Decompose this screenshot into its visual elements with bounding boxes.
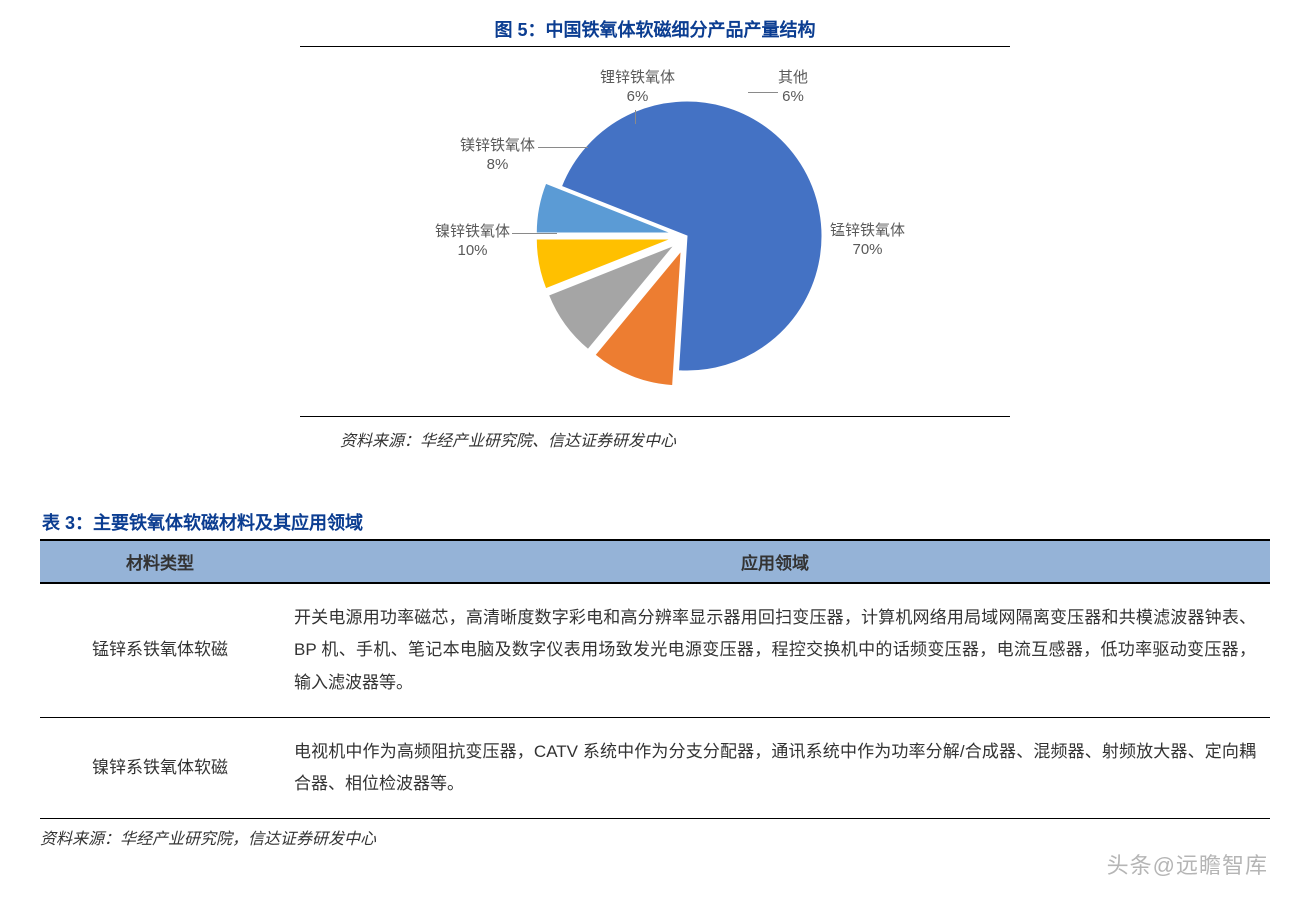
label-manganese-zinc: 锰锌铁氧体70% <box>830 222 905 260</box>
label-magnesium-zinc: 镁锌铁氧体8% <box>460 137 535 175</box>
figure-source: 资料来源：华经产业研究院、信达证券研发中心 <box>340 427 1270 451</box>
cell-type-1: 镍锌系铁氧体软磁 <box>40 717 280 819</box>
cell-app-0: 开关电源用功率磁芯，高清晰度数字彩电和高分辨率显示器用回扫变压器，计算机网络用局… <box>280 583 1270 717</box>
applications-table: 材料类型 应用领域 锰锌系铁氧体软磁 开关电源用功率磁芯，高清晰度数字彩电和高分… <box>40 541 1270 819</box>
table-3: 表 3：主要铁氧体软磁材料及其应用领域 材料类型 应用领域 锰锌系铁氧体软磁 开… <box>40 509 1270 849</box>
label-other: 其他6% <box>778 69 808 107</box>
pie-chart: 锰锌铁氧体70% 镍锌铁氧体10% 镁锌铁氧体8% 锂锌铁氧体6% 其他6% <box>300 47 1010 417</box>
cell-app-1: 电视机中作为高频阻抗变压器，CATV 系统中作为分支分配器，通讯系统中作为功率分… <box>280 717 1270 819</box>
table-row: 镍锌系铁氧体软磁 电视机中作为高频阻抗变压器，CATV 系统中作为分支分配器，通… <box>40 717 1270 819</box>
label-nickel-zinc: 镍锌铁氧体10% <box>435 223 510 261</box>
table-source: 资料来源：华经产业研究院，信达证券研发中心 <box>40 825 1270 849</box>
table-header-row: 材料类型 应用领域 <box>40 541 1270 583</box>
figure-title: 图 5：中国铁氧体软磁细分产品产量结构 <box>300 10 1010 47</box>
cell-type-0: 锰锌系铁氧体软磁 <box>40 583 280 717</box>
pie-svg <box>527 76 847 396</box>
col-material-type: 材料类型 <box>40 541 280 583</box>
label-lithium-zinc: 锂锌铁氧体6% <box>600 69 675 107</box>
watermark: 头条@远瞻智库 <box>1107 848 1268 880</box>
col-application: 应用领域 <box>280 541 1270 583</box>
table-title: 表 3：主要铁氧体软磁材料及其应用领域 <box>40 509 1270 541</box>
figure-5: 图 5：中国铁氧体软磁细分产品产量结构 锰锌铁氧体70% 镍锌铁氧体10% 镁锌… <box>40 10 1270 451</box>
table-row: 锰锌系铁氧体软磁 开关电源用功率磁芯，高清晰度数字彩电和高分辨率显示器用回扫变压… <box>40 583 1270 717</box>
